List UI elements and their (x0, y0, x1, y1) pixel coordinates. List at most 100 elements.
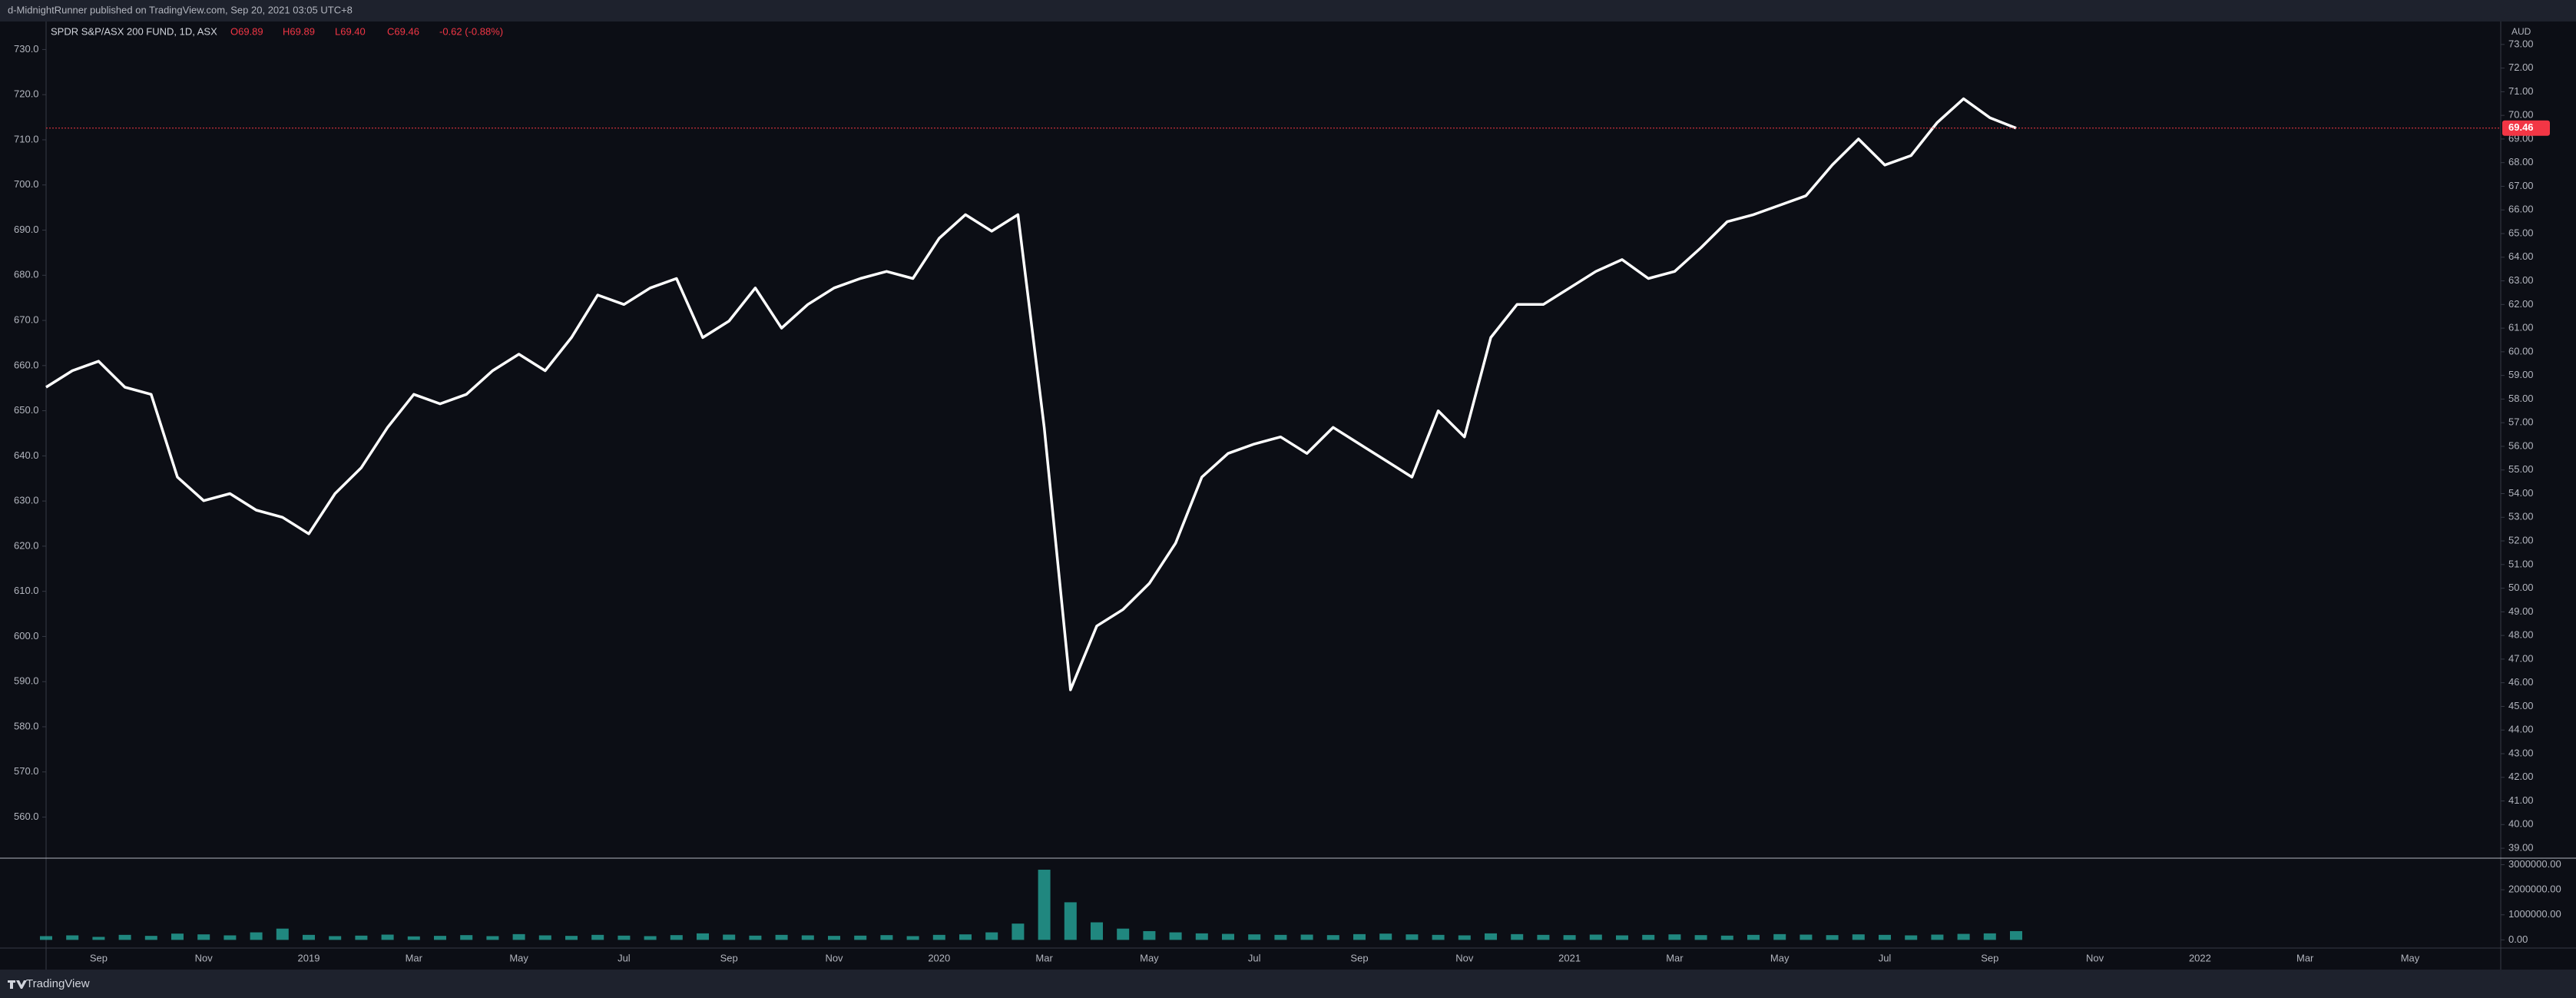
volume-bar (1326, 935, 1339, 940)
y2-tick-label: 560.0 (14, 811, 39, 822)
volume-bar (591, 934, 604, 940)
volume-bar (801, 935, 814, 940)
volume-bar (1300, 934, 1313, 940)
y-tick-label: 42.00 (2508, 771, 2534, 782)
volume-bar (460, 935, 473, 940)
volume-tick-label: 0.00 (2508, 933, 2528, 945)
volume-bar (670, 935, 683, 940)
volume-bar (1379, 933, 1392, 940)
volume-tick-label: 3000000.00 (2508, 858, 2561, 870)
volume-bar (1589, 934, 1602, 940)
volume-bar (434, 936, 446, 940)
x-tick-label: Mar (1666, 952, 1684, 963)
volume-bar (486, 936, 499, 940)
y2-tick-label: 720.0 (14, 88, 39, 100)
volume-bar (2010, 930, 2022, 940)
y-tick-label: 46.00 (2508, 676, 2534, 688)
volume-bar (775, 934, 788, 940)
volume-bar (1694, 935, 1707, 940)
price-line (45, 97, 2017, 691)
volume-bar (1642, 934, 1655, 940)
x-tick-label: 2019 (298, 952, 320, 963)
y2-tick-label: 620.0 (14, 539, 39, 551)
volume-bar (1879, 934, 1891, 940)
y-tick-label: 55.00 (2508, 463, 2534, 475)
volume-tick-label: 1000000.00 (2508, 908, 2561, 920)
x-tick-label: Nov (195, 952, 214, 963)
y-tick-label: 44.00 (2508, 724, 2534, 735)
y-tick-label: 45.00 (2508, 700, 2534, 711)
x-tick-label: May (1770, 952, 1790, 963)
y-tick-label: 71.00 (2508, 85, 2534, 97)
volume-bar (1169, 932, 1182, 940)
volume-bar (66, 935, 79, 940)
y-tick-label: 47.00 (2508, 652, 2534, 664)
y2-tick-label: 570.0 (14, 765, 39, 777)
y-tick-label: 52.00 (2508, 534, 2534, 545)
x-tick-label: May (2401, 952, 2420, 963)
y2-tick-label: 710.0 (14, 133, 39, 144)
x-tick-label: 2021 (1558, 952, 1581, 963)
y-tick-label: 72.00 (2508, 61, 2534, 73)
volume-bar (40, 936, 52, 940)
y2-tick-label: 640.0 (14, 449, 39, 461)
x-tick-label: Nov (2086, 952, 2104, 963)
x-tick-label: Jul (1879, 952, 1892, 963)
volume-bar (723, 934, 736, 940)
volume-bar (92, 937, 105, 940)
y2-tick-label: 660.0 (14, 359, 39, 370)
y2-tick-label: 590.0 (14, 675, 39, 687)
legend-value: C69.46 (387, 25, 419, 37)
x-tick-label: May (1140, 952, 1159, 963)
volume-bar (1826, 935, 1839, 940)
last-price-tag: 69.46 (2508, 121, 2534, 133)
volume-bar (250, 932, 263, 940)
y-tick-label: 58.00 (2508, 393, 2534, 404)
x-tick-label: Jul (1248, 952, 1261, 963)
y2-tick-label: 600.0 (14, 630, 39, 642)
volume-bar (171, 933, 184, 940)
volume-bar (880, 935, 893, 940)
volume-bar (985, 932, 998, 940)
volume-bar (618, 935, 631, 940)
y-tick-label: 67.00 (2508, 180, 2534, 191)
volume-bar (1117, 928, 1130, 940)
volume-bar (1905, 935, 1918, 940)
volume-bar (1747, 934, 1760, 940)
x-tick-label: Nov (825, 952, 843, 963)
y-tick-label: 68.00 (2508, 156, 2534, 167)
x-tick-label: Jul (618, 952, 631, 963)
x-tick-label: Sep (90, 952, 108, 963)
y-tick-label: 65.00 (2508, 227, 2534, 238)
volume-bar (1773, 933, 1786, 940)
x-tick-label: Sep (1350, 952, 1368, 963)
legend-value: O69.89 (230, 25, 263, 37)
y-tick-label: 53.00 (2508, 511, 2534, 522)
volume-tick-label: 2000000.00 (2508, 884, 2561, 895)
volume-bar (223, 935, 237, 940)
y2-tick-label: 580.0 (14, 720, 39, 731)
x-tick-label: Mar (406, 952, 423, 963)
y2-tick-label: 610.0 (14, 585, 39, 596)
y2-tick-label: 700.0 (14, 178, 39, 190)
volume-bar (1353, 933, 1366, 940)
y-tick-label: 59.00 (2508, 369, 2534, 380)
y-tick-label: 70.00 (2508, 109, 2534, 121)
volume-bar (1668, 934, 1681, 940)
volume-bar (538, 935, 551, 940)
volume-bar (749, 935, 762, 940)
volume-bar (1563, 935, 1576, 940)
brand[interactable]: TradingView (26, 977, 90, 990)
volume-bar (1983, 933, 1996, 940)
volume-bar (144, 936, 157, 940)
volume-bar (1222, 933, 1234, 940)
volume-bar (1485, 933, 1497, 940)
volume-bar (1800, 934, 1813, 940)
y2-tick-label: 730.0 (14, 43, 39, 55)
volume-bar (1012, 923, 1025, 940)
volume-bar (1432, 934, 1445, 940)
brand-logo[interactable] (8, 980, 27, 989)
y-tick-label: 48.00 (2508, 629, 2534, 641)
volume-bar (828, 936, 840, 940)
volume-bar (1511, 933, 1524, 940)
